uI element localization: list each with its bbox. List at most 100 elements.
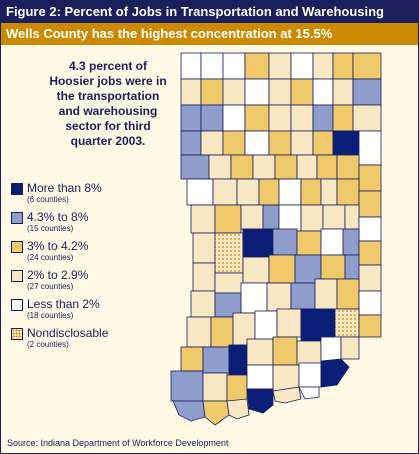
- county: [312, 78, 334, 106]
- legend-label: Nondisclosable: [27, 326, 109, 340]
- legend-count: (15 counties): [27, 224, 74, 233]
- county: [336, 178, 360, 206]
- county: [246, 338, 274, 366]
- county: [352, 78, 382, 106]
- county: [202, 346, 230, 374]
- stat-line: Hoosier jobs were in: [49, 74, 167, 88]
- county: [200, 78, 224, 106]
- statistic-text: 4.3 percent of Hoosier jobs were in the …: [47, 59, 169, 149]
- county-top-tier: [246, 388, 274, 414]
- stat-line: and warehousing: [58, 104, 158, 118]
- county-marion: [242, 228, 274, 258]
- county: [278, 178, 302, 206]
- county: [290, 282, 316, 310]
- county: [172, 400, 206, 422]
- county-wells: [332, 130, 360, 156]
- county: [240, 282, 268, 314]
- county: [290, 130, 314, 156]
- legend-swatch: [11, 241, 23, 253]
- county: [290, 104, 314, 132]
- county: [170, 370, 204, 402]
- county: [180, 154, 210, 180]
- county: [244, 52, 270, 80]
- stat-line: quarter 2003.: [70, 134, 146, 148]
- title-bar: Figure 2: Percent of Jobs in Transportat…: [1, 1, 418, 23]
- legend-swatch: [11, 270, 23, 282]
- county: [222, 130, 246, 156]
- county: [258, 178, 280, 206]
- county: [296, 340, 322, 366]
- county: [200, 130, 224, 156]
- legend-swatch: [11, 183, 23, 195]
- county: [320, 178, 338, 206]
- legend-label: 3% to 4.2%: [27, 239, 89, 253]
- county: [358, 290, 382, 316]
- legend-label: More than 8%: [27, 181, 102, 195]
- county: [290, 78, 314, 106]
- county: [192, 262, 216, 292]
- county: [352, 52, 382, 80]
- county: [322, 204, 346, 230]
- county: [226, 374, 248, 402]
- county: [214, 204, 242, 234]
- county: [320, 228, 344, 256]
- county: [242, 256, 270, 284]
- legend-count: (18 counties): [27, 311, 74, 320]
- county: [290, 52, 314, 80]
- county: [344, 204, 360, 230]
- county: [222, 78, 246, 106]
- county: [214, 272, 244, 294]
- county: [244, 104, 270, 132]
- county: [274, 154, 298, 180]
- county: [358, 314, 382, 338]
- legend-count: (27 counties): [27, 282, 74, 291]
- county: [192, 232, 216, 264]
- county: [358, 164, 382, 192]
- county: [180, 104, 202, 132]
- county: [186, 316, 212, 348]
- legend-item-2-to-2-9: 2% to 2.9% (27 counties): [9, 268, 169, 298]
- county: [316, 154, 338, 180]
- county-top-tier: [320, 358, 350, 388]
- county: [246, 364, 274, 390]
- county: [336, 154, 360, 180]
- county: [320, 254, 346, 280]
- legend-label: 2% to 2.9%: [27, 268, 89, 282]
- county: [272, 386, 302, 404]
- legend-label: 4.3% to 8%: [27, 210, 89, 224]
- county: [180, 130, 202, 156]
- county: [244, 130, 270, 156]
- county-nondisclosable: [214, 232, 244, 274]
- figure-subtitle: Wells County has the highest concentrati…: [6, 26, 333, 41]
- legend-swatch: [11, 299, 23, 311]
- county: [244, 78, 270, 106]
- legend-swatch: [11, 212, 23, 224]
- source-note: Source: Indiana Department of Workforce …: [7, 438, 229, 448]
- subtitle-bar: Wells County has the highest concentrati…: [1, 23, 418, 45]
- county: [332, 78, 354, 106]
- county: [180, 52, 202, 80]
- county: [180, 346, 204, 372]
- county: [300, 178, 322, 206]
- county: [240, 204, 264, 230]
- county: [276, 308, 302, 338]
- county: [332, 52, 354, 80]
- county: [222, 104, 246, 132]
- county: [358, 216, 382, 242]
- county: [268, 130, 292, 156]
- county: [268, 52, 292, 80]
- county: [320, 336, 342, 362]
- county: [210, 316, 234, 348]
- county: [358, 264, 382, 292]
- county: [332, 104, 354, 132]
- legend-item-nondisclosable: Nondisclosable (2 counties): [9, 326, 169, 356]
- county: [226, 398, 250, 420]
- county: [296, 230, 322, 256]
- county: [358, 240, 382, 266]
- county: [200, 104, 224, 132]
- county: [298, 362, 322, 388]
- legend-label: Less than 2%: [27, 297, 100, 311]
- county: [230, 154, 254, 180]
- county: [262, 204, 280, 230]
